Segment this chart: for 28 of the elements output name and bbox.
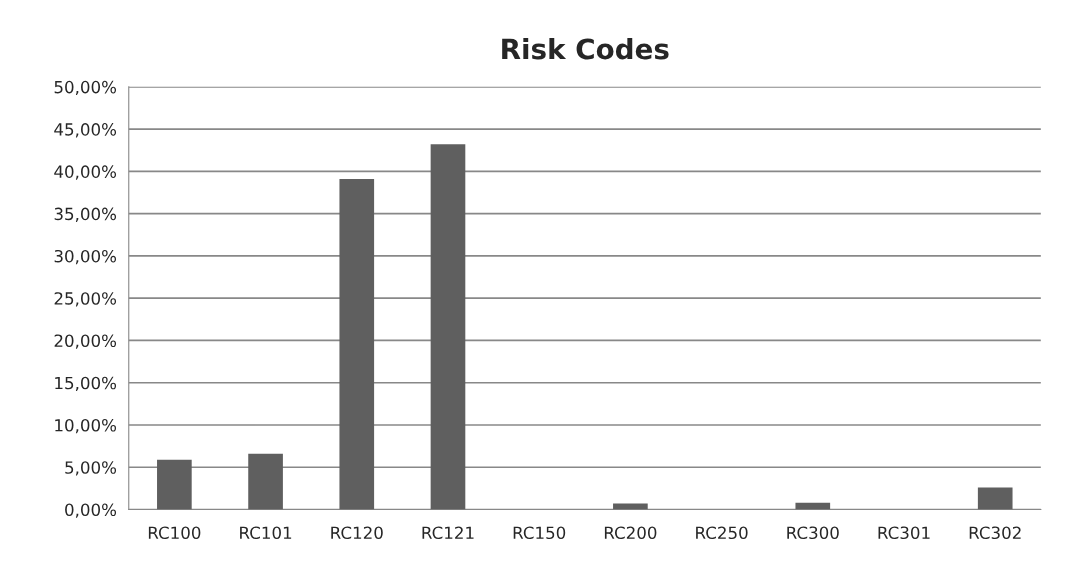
y-tick-label: 45,00% [54, 123, 117, 138]
y-tick-label: 40,00% [54, 165, 117, 180]
bar [248, 453, 283, 510]
y-tick-label: 50,00% [54, 80, 117, 96]
bar [795, 502, 831, 510]
y-tick-label: 30,00% [54, 249, 117, 265]
bar [157, 459, 192, 510]
bar [977, 487, 1013, 510]
bar [339, 178, 375, 510]
x-tick-label: RC100 [148, 526, 201, 540]
x-tick-label: RC150 [513, 526, 566, 540]
y-tick-label: 5,00% [65, 461, 117, 476]
x-tick-label: RC121 [422, 526, 474, 540]
x-tick-label: RC302 [969, 526, 1021, 540]
x-tick-label: RC301 [878, 526, 930, 540]
y-tick-label: 35,00% [54, 207, 117, 222]
bar [430, 144, 466, 510]
y-tick-label: 25,00% [54, 292, 117, 307]
y-tick-label: 10,00% [55, 418, 117, 434]
x-tick-label: RC300 [787, 526, 839, 540]
x-tick-label: RC120 [331, 526, 383, 540]
chart-title: Risk Codes [502, 37, 669, 60]
y-tick-label: 0,00% [65, 503, 117, 518]
y-tick-label: 20,00% [54, 334, 117, 349]
x-tick-label: RC250 [696, 526, 748, 540]
x-tick-label: RC101 [240, 526, 292, 540]
y-tick-label: 15,00% [55, 376, 117, 391]
x-tick-label: RC200 [604, 526, 657, 540]
